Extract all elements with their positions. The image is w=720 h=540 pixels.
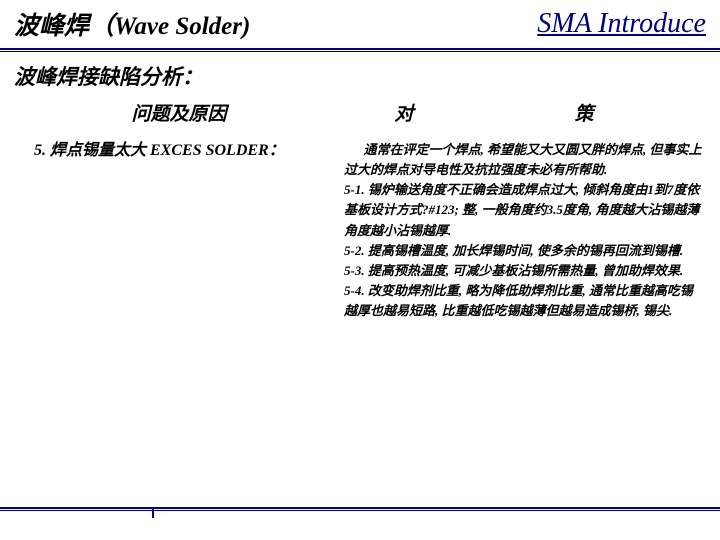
header-ce: 策: [464, 99, 704, 126]
item-title: 5. 焊点锡量太大 EXCES SOLDER：: [14, 140, 344, 162]
section-title: 波峰焊接缺陷分析：: [0, 51, 720, 93]
title-right: SMA Introduce: [537, 8, 706, 40]
title-left: 波峰焊（Wave Solder): [14, 6, 250, 42]
body-p5: 5-4. 改变助焊剂比重, 略为降低助焊剂比重, 通常比重越高吃锡越厚也越易短路…: [344, 281, 704, 321]
header-dui: 对: [344, 99, 464, 126]
column-right-header: 对 策: [344, 99, 704, 140]
column-right: 对 策 通常在评定一个焊点, 希望能又大又圆又胖的焊点, 但事实上过大的焊点对导…: [344, 99, 704, 321]
body-p2: 5-1. 锡炉输送角度不正确会造成焊点过大, 倾斜角度由1到7度依基板设计方式?…: [344, 180, 704, 240]
body-text: 通常在评定一个焊点, 希望能又大又圆又胖的焊点, 但事实上过大的焊点对导电性及抗…: [344, 140, 704, 321]
column-left: 问题及原因 5. 焊点锡量太大 EXCES SOLDER：: [14, 99, 344, 321]
content-columns: 问题及原因 5. 焊点锡量太大 EXCES SOLDER： 对 策 通常在评定一…: [0, 93, 720, 321]
footer-tick: [152, 508, 154, 518]
header: 波峰焊（Wave Solder) SMA Introduce: [0, 0, 720, 46]
footer-divider: [0, 507, 720, 510]
body-p1: 通常在评定一个焊点, 希望能又大又圆又胖的焊点, 但事实上过大的焊点对导电性及抗…: [344, 140, 704, 180]
column-left-header: 问题及原因: [14, 99, 344, 140]
body-p3: 5-2. 提高锡槽温度, 加长焊锡时间, 使多余的锡再回流到锡槽.: [344, 241, 704, 261]
body-p4: 5-3. 提高预热温度, 可减少基板沾锡所需热量, 曾加助焊效果.: [344, 261, 704, 281]
